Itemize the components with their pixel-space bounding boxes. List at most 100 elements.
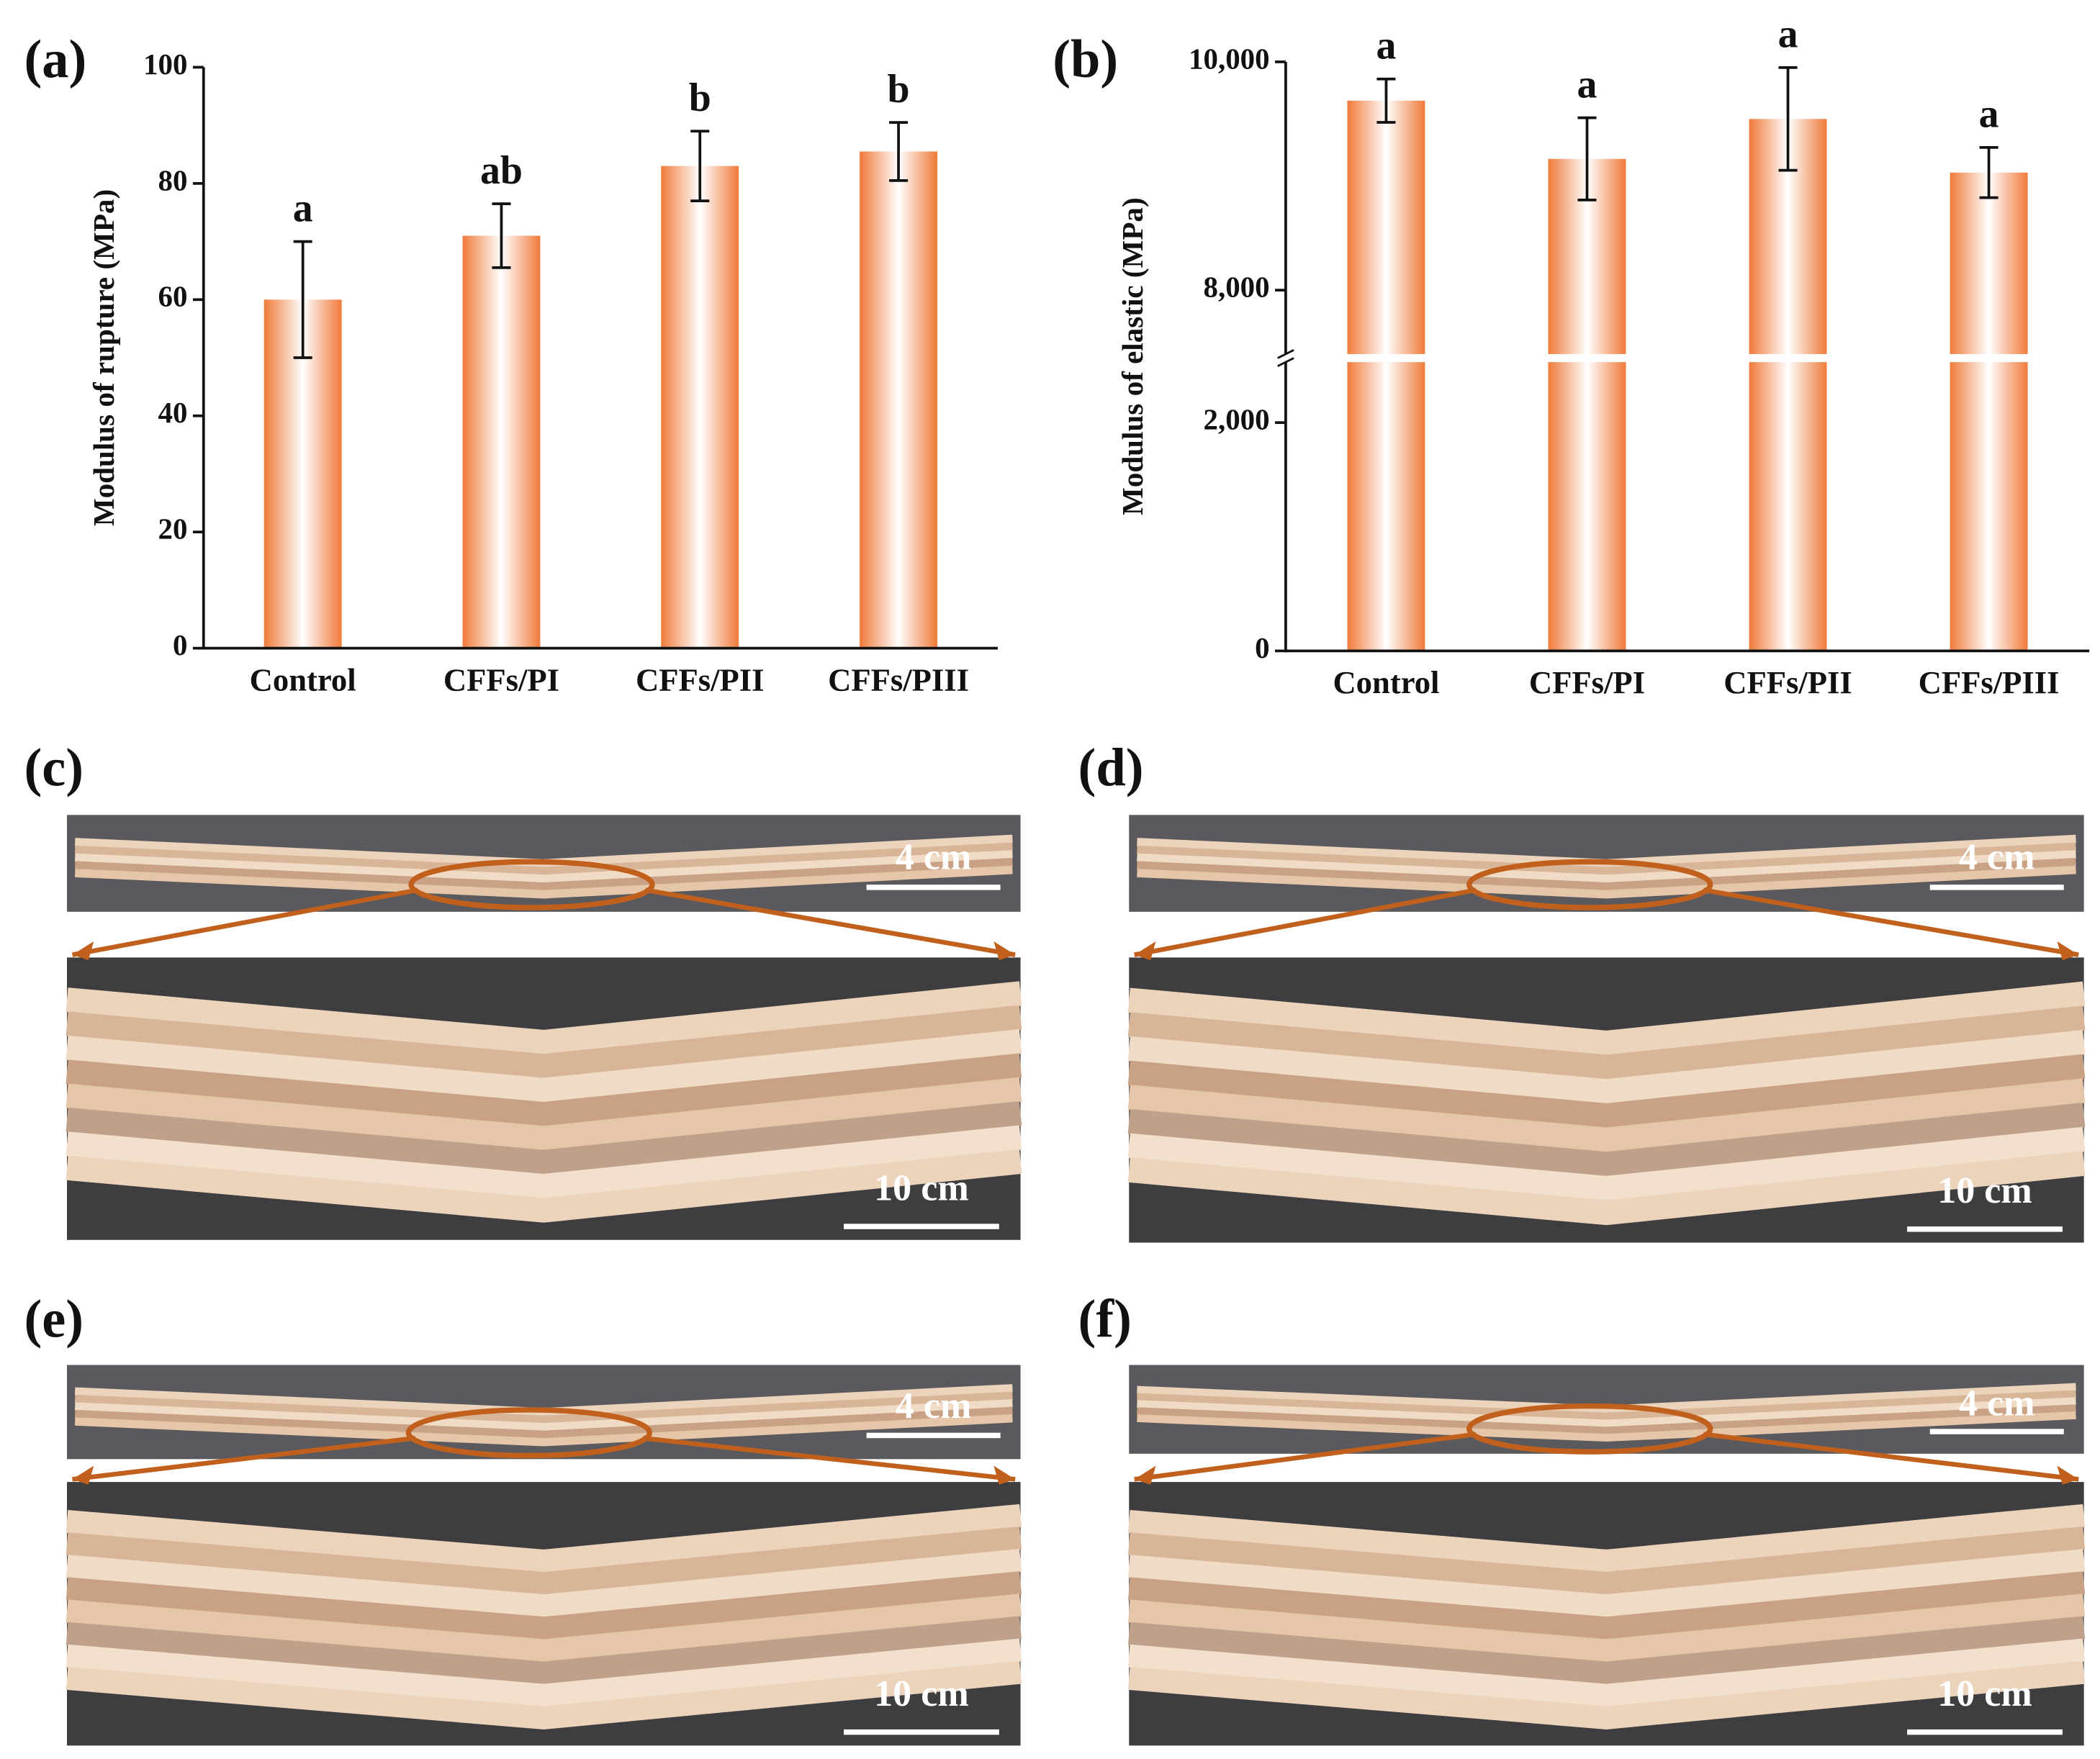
scale-bar: [844, 1224, 999, 1229]
bar: [1950, 172, 2028, 651]
zoom-ellipse: [408, 859, 655, 910]
panel-label: (f): [1078, 1290, 1132, 1349]
zoom-arrow: [645, 887, 1016, 957]
y-tick-label: 2,000: [1204, 403, 1270, 436]
wood-layer: [1127, 1503, 2086, 1573]
wood-layer: [1127, 1126, 2086, 1201]
wood-layer: [66, 1053, 1022, 1127]
wood-layer: [66, 1571, 1022, 1640]
arrow-head: [1134, 1465, 1156, 1485]
bar: [1347, 100, 1425, 651]
scale-label: 4 cm: [896, 836, 972, 877]
zoom-ellipse: [1466, 859, 1713, 910]
significance-label: a: [1376, 23, 1396, 68]
scale-bar: [1907, 1729, 2063, 1735]
wood-layer: [66, 1593, 1022, 1663]
scale-label: 10 cm: [874, 1167, 969, 1208]
wood-layer: [74, 842, 1013, 876]
bar: [661, 166, 739, 648]
y-tick-label: 10,000: [1189, 42, 1270, 75]
scale-label: 10 cm: [874, 1673, 969, 1714]
zoom-arrow: [642, 1435, 1016, 1482]
significance-label: a: [293, 186, 313, 230]
panel-label: (b): [1053, 30, 1118, 89]
wood-layer: [1137, 857, 2076, 891]
wood-layer: [1127, 1549, 2086, 1618]
axis-break-gap: [1269, 353, 2090, 363]
y-tick-label: 0: [1255, 631, 1269, 664]
wood-layer: [74, 1406, 1013, 1439]
significance-label: b: [888, 67, 910, 112]
wood-layer: [66, 1638, 1022, 1707]
wood-layer: [66, 1101, 1022, 1175]
wood-layer: [1137, 1397, 2076, 1428]
wood-layer: [1127, 1054, 2086, 1129]
panel-label: (a): [24, 30, 86, 89]
y-axis-label: Modulus of rupture (MPa): [87, 189, 120, 526]
axis-break-mark: [1277, 357, 1294, 367]
arrow-head: [72, 1465, 94, 1485]
significance-label: a: [1577, 62, 1597, 107]
zoom-arrow: [71, 887, 419, 957]
zoom-arrow: [1134, 887, 1477, 957]
wood-layer: [66, 1526, 1022, 1596]
wood-layer: [1127, 1638, 2086, 1707]
panel-label: (c): [24, 738, 84, 797]
wood-layer: [1127, 1593, 2086, 1663]
y-tick-label: 40: [158, 396, 188, 429]
y-tick-label: 0: [173, 628, 187, 661]
wood-layer: [1127, 981, 2086, 1056]
wood-layer: [1127, 1660, 2086, 1729]
zoom-ellipse: [405, 1407, 652, 1459]
scale-bar: [1929, 885, 2064, 890]
scale-bar: [1929, 1429, 2064, 1434]
arrow-head: [72, 941, 94, 961]
wood-layer: [66, 981, 1022, 1055]
wood-layer: [74, 857, 1013, 891]
arrow-head: [993, 941, 1016, 961]
bar: [462, 235, 541, 648]
zoom-arrow: [72, 1435, 416, 1482]
wood-layer: [74, 1399, 1013, 1432]
scale-bar: [844, 1729, 999, 1735]
wood-layer: [1127, 1078, 2086, 1153]
wood-layer: [1137, 842, 2076, 876]
wood-layer: [1127, 1571, 2086, 1640]
wood-layer: [66, 1503, 1022, 1573]
panel-label: (e): [24, 1290, 84, 1349]
x-tick-label: CFFs/PI: [1529, 664, 1645, 700]
wood-layer: [66, 1029, 1022, 1103]
axis-break-gap: [1277, 353, 1294, 363]
bar: [860, 151, 937, 648]
wood-layer: [1127, 1526, 2086, 1596]
y-tick-label: 60: [158, 280, 188, 313]
scale-bar: [866, 885, 1001, 890]
arrow-head: [2057, 941, 2079, 961]
y-axis-label: Modulus of elastic (MPa): [1116, 197, 1149, 515]
zoom-arrow: [1703, 887, 2079, 957]
zoom-arrow: [1134, 1432, 1477, 1482]
scale-bar: [1907, 1226, 2063, 1232]
arrow-head: [1134, 941, 1156, 961]
significance-label: a: [1778, 12, 1798, 57]
wood-layer: [66, 1005, 1022, 1079]
x-tick-label: CFFs/PII: [1723, 664, 1852, 700]
scale-label: 4 cm: [1959, 1382, 2035, 1424]
wood-layer: [1127, 1616, 2086, 1685]
wood-layer: [1127, 1005, 2086, 1080]
scale-label: 10 cm: [1937, 1170, 2032, 1211]
wood-layer: [74, 865, 1013, 899]
x-tick-label: CFFs/PIII: [828, 661, 969, 697]
scale-label: 10 cm: [1937, 1673, 2032, 1714]
wood-layer: [66, 1616, 1022, 1685]
wood-layer: [1137, 1383, 2076, 1414]
wood-layer: [1137, 1404, 2076, 1435]
x-tick-label: Control: [1333, 664, 1439, 700]
y-tick-label: 80: [158, 163, 188, 196]
y-tick-label: 20: [158, 512, 188, 546]
scale-label: 4 cm: [896, 1385, 972, 1426]
wood-layer: [66, 1149, 1022, 1223]
bar: [1749, 119, 1827, 651]
